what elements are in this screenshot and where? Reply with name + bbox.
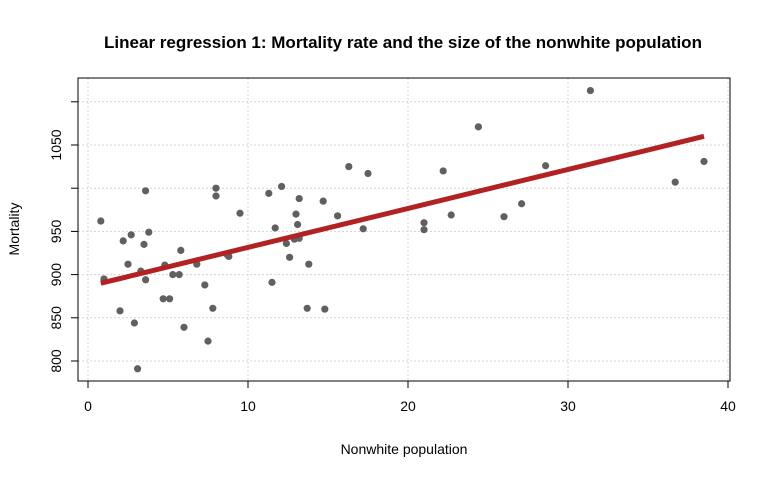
chart-title: Linear regression 1: Mortality rate and … [104, 33, 702, 52]
data-point [286, 253, 294, 261]
data-point [474, 123, 482, 131]
data-point [334, 212, 342, 220]
data-point [282, 239, 290, 248]
data-point [319, 197, 327, 205]
plot-frame [77, 77, 731, 382]
y-axis: 800 850 900 950 1050 [48, 101, 78, 373]
x-tick-label: 0 [84, 398, 92, 414]
data-point [142, 187, 150, 195]
data-point [359, 225, 367, 233]
data-point [116, 307, 124, 315]
data-point [542, 162, 550, 170]
x-axis: 0 10 20 30 40 [84, 381, 736, 414]
data-point [518, 200, 526, 208]
data-point [212, 192, 220, 200]
data-point [119, 237, 127, 245]
data-point [671, 178, 679, 186]
data-point [294, 220, 302, 229]
data-point [145, 228, 153, 236]
regression-line [100, 133, 705, 286]
data-point [278, 182, 286, 191]
x-tick-label: 20 [400, 398, 416, 414]
data-point [265, 189, 273, 197]
data-point [140, 240, 148, 248]
data-point [212, 184, 220, 192]
data-point [169, 271, 177, 279]
data-point [447, 211, 455, 219]
data-point [271, 224, 279, 232]
grid [78, 78, 730, 381]
data-point [142, 276, 150, 284]
data-point [130, 319, 138, 327]
data-point [177, 246, 185, 255]
data-point [700, 157, 708, 166]
data-point [159, 295, 167, 303]
y-tick-label: 900 [48, 263, 64, 287]
x-axis-label: Nonwhite population [341, 441, 468, 457]
data-point [500, 213, 508, 221]
data-point [175, 271, 183, 279]
data-point [295, 194, 303, 203]
data-point [305, 260, 313, 268]
y-tick-label: 800 [48, 349, 64, 373]
data-point [127, 231, 135, 239]
data-point [268, 278, 276, 286]
y-tick-label: 850 [48, 306, 64, 330]
data-point [236, 209, 244, 217]
regression-line-group [100, 133, 705, 286]
y-tick-label: 950 [48, 220, 64, 244]
data-point [180, 323, 188, 331]
data-points [97, 86, 708, 373]
data-point [586, 86, 595, 95]
data-point [134, 365, 142, 373]
x-tick-label: 30 [560, 398, 576, 414]
data-point [364, 169, 372, 178]
data-point [201, 281, 209, 289]
data-point [166, 295, 174, 303]
data-point [420, 226, 428, 234]
y-axis-label: Mortality [6, 203, 22, 256]
data-point [321, 305, 329, 313]
data-point [209, 304, 217, 312]
y-tick-label: 1050 [48, 129, 64, 160]
data-point [292, 210, 300, 218]
data-point [439, 167, 447, 175]
data-point [420, 219, 428, 227]
data-point [345, 163, 353, 171]
data-point [303, 304, 311, 312]
data-point [97, 217, 105, 225]
x-tick-label: 40 [720, 398, 736, 414]
data-point [124, 260, 132, 268]
data-point [204, 337, 212, 345]
x-tick-label: 10 [240, 398, 256, 414]
